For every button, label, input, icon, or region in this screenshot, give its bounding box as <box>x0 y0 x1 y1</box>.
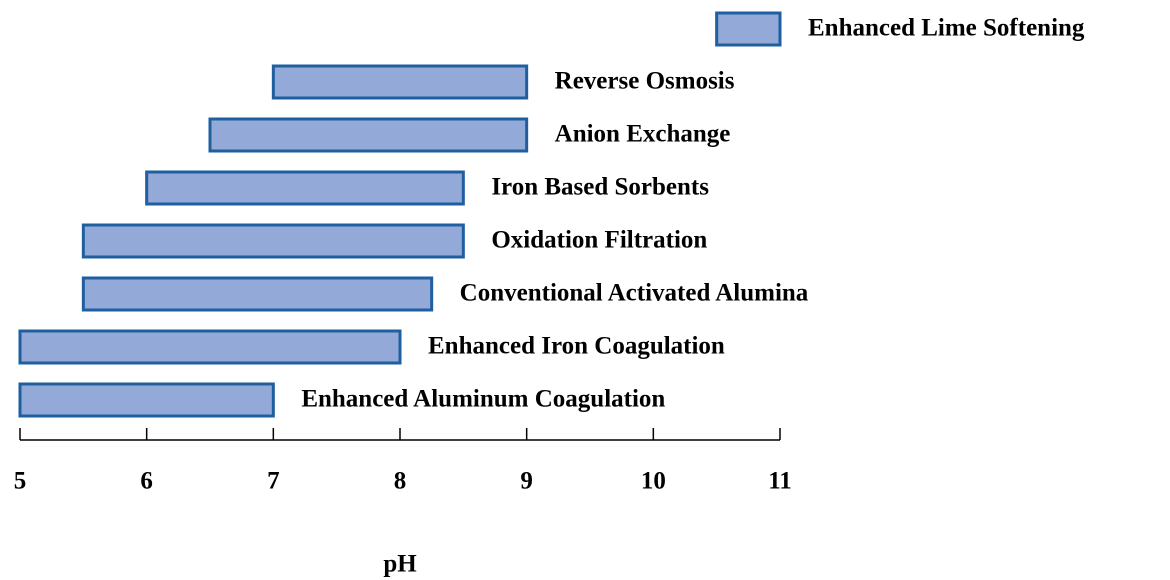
bar-label: Enhanced Aluminum Coagulation <box>301 386 665 413</box>
x-tick-label: 5 <box>14 468 27 495</box>
bar-label: Anion Exchange <box>555 121 731 148</box>
bar <box>715 11 782 47</box>
bar-label: Enhanced Iron Coagulation <box>428 333 725 360</box>
x-tick-label: 10 <box>641 468 666 495</box>
bar <box>18 329 402 365</box>
x-tick-label: 9 <box>520 468 533 495</box>
bar-label: Iron Based Sorbents <box>491 174 709 201</box>
bar <box>81 223 465 259</box>
bar <box>271 64 529 100</box>
bar <box>208 117 529 153</box>
bar <box>18 382 275 418</box>
bar-label: Enhanced Lime Softening <box>808 15 1085 42</box>
bar-label: Oxidation Filtration <box>491 227 707 254</box>
x-tick-label: 8 <box>394 468 407 495</box>
x-tick-label: 7 <box>267 468 280 495</box>
x-tick-label: 11 <box>768 468 792 495</box>
bar-label: Conventional Activated Alumina <box>460 280 809 307</box>
x-axis-title: pH <box>383 551 417 578</box>
bar <box>81 276 434 312</box>
bar <box>145 170 465 206</box>
bar-label: Reverse Osmosis <box>555 68 735 95</box>
x-tick-label: 6 <box>140 468 153 495</box>
